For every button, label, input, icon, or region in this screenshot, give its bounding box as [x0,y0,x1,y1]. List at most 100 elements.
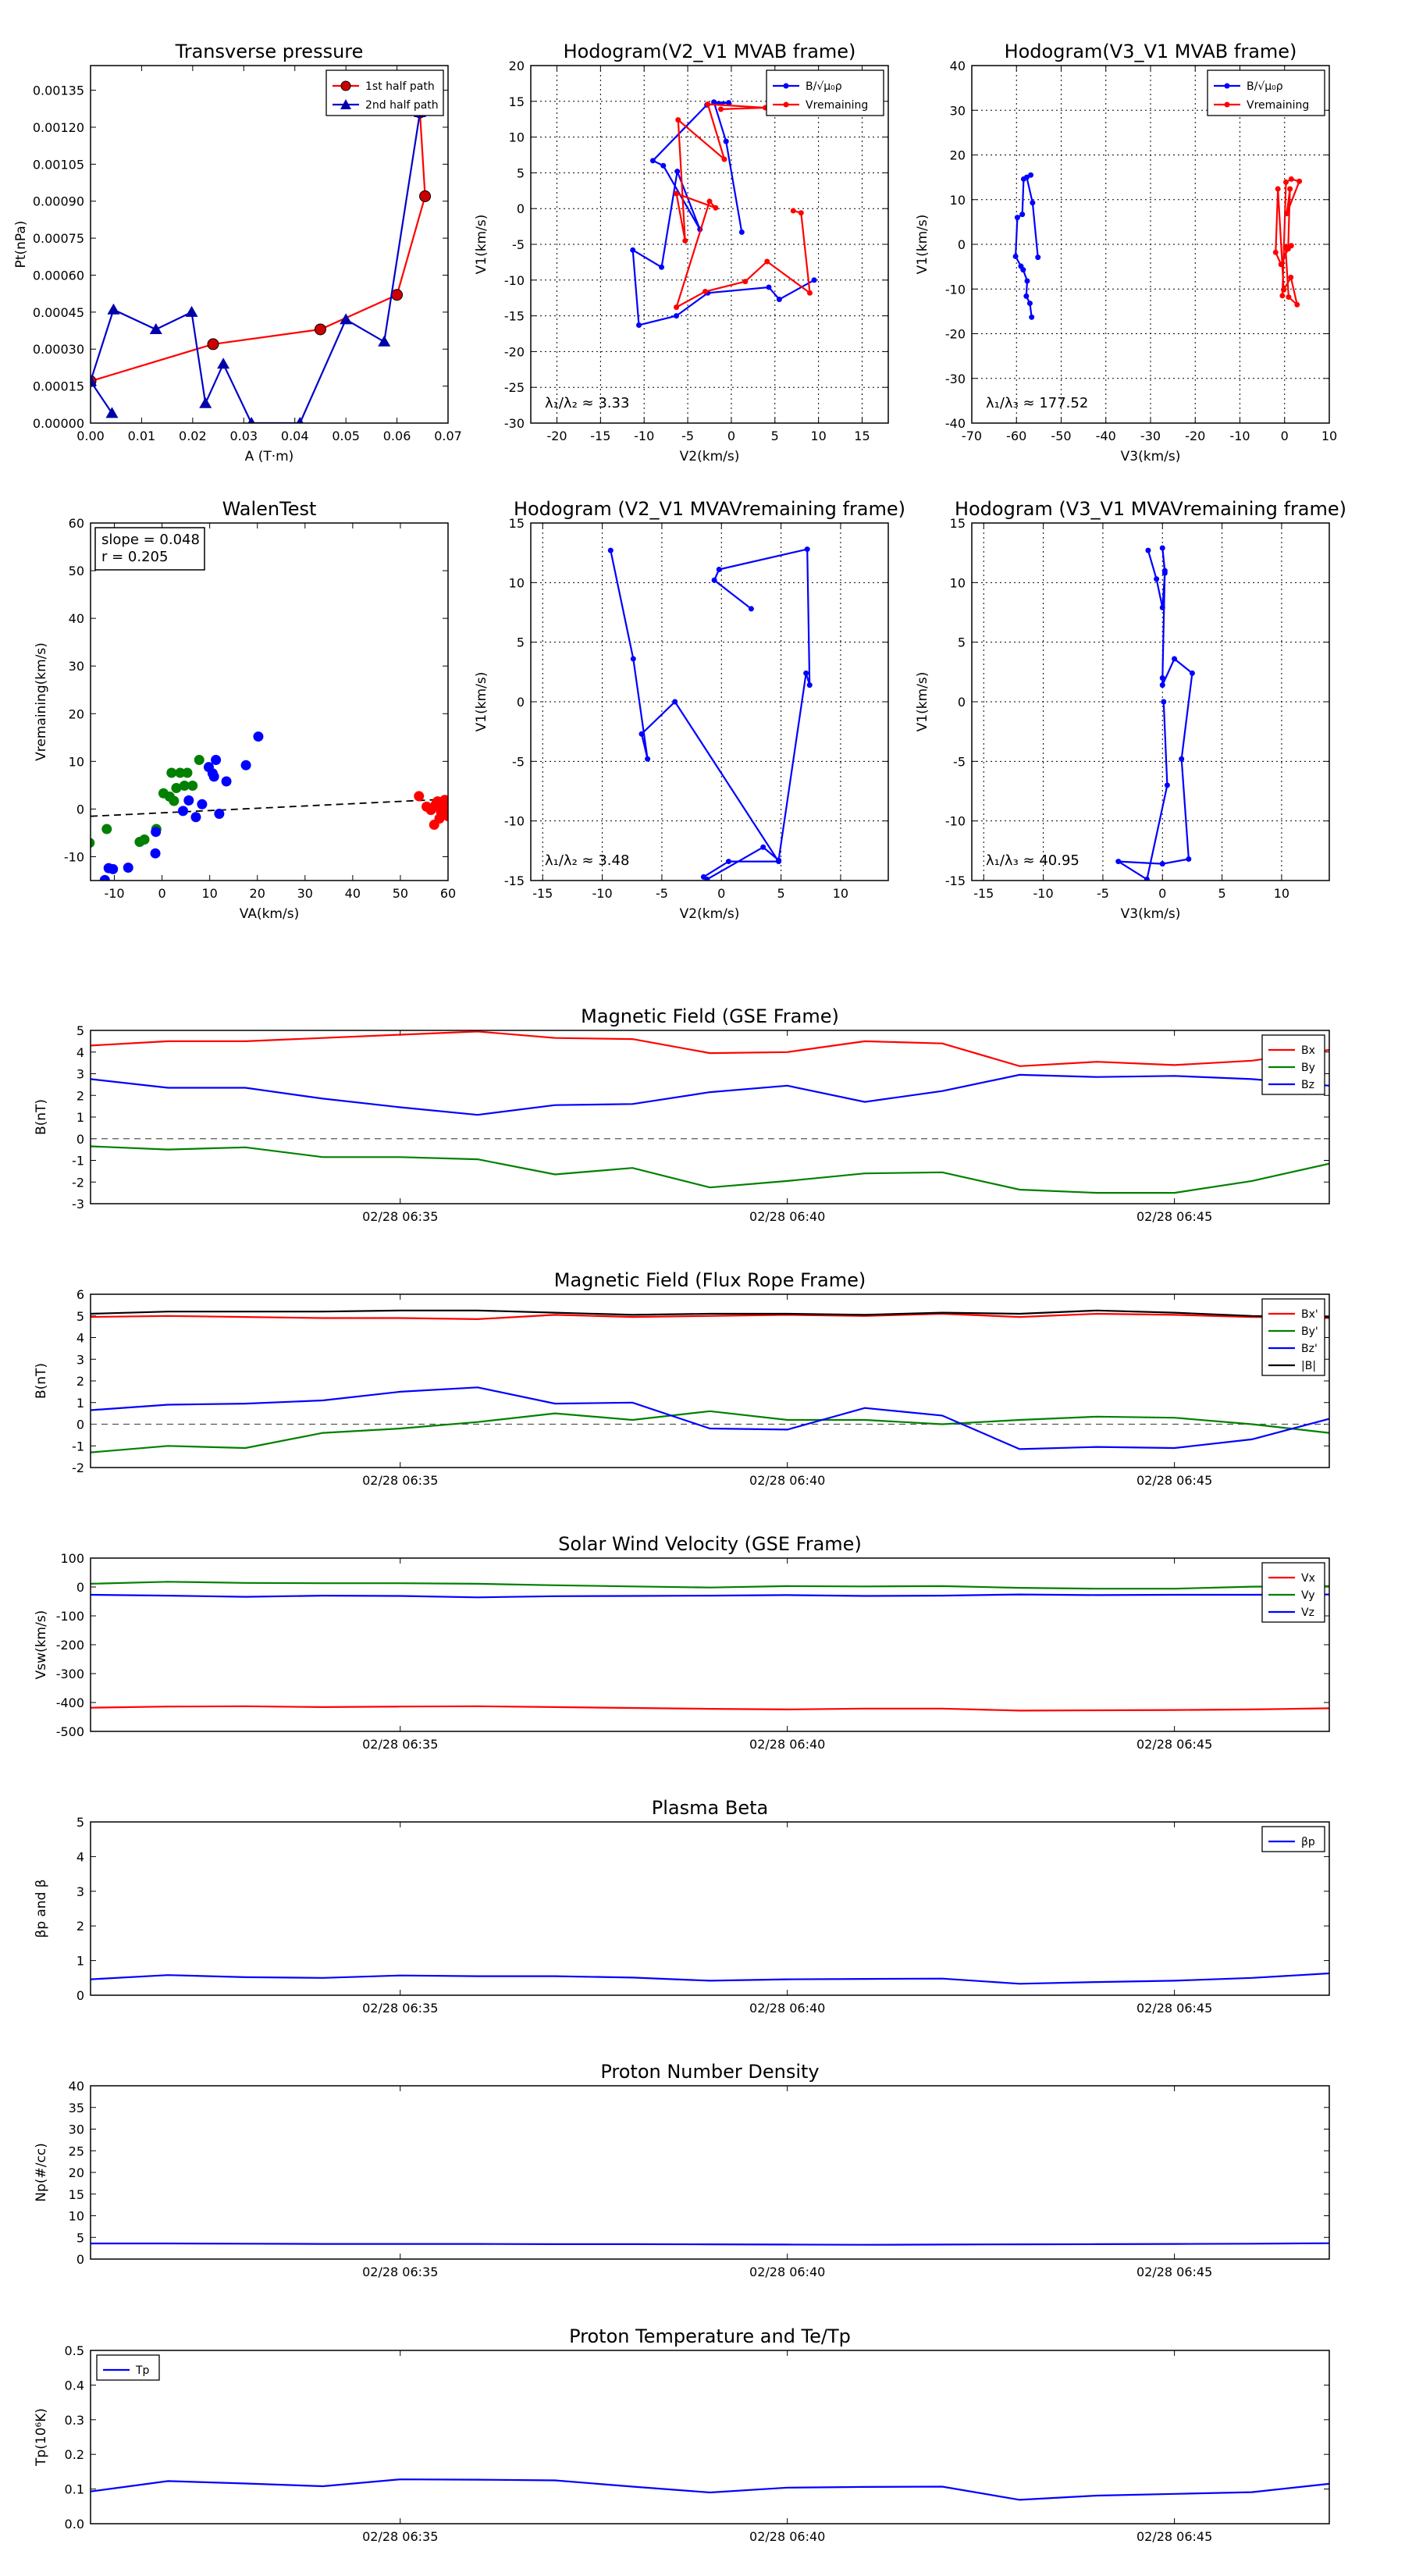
chart-p10: Plasma Beta 02/28 06:35 02/28 06:40 02/28 0… [34,1797,1330,2016]
data-marker [1028,172,1034,178]
x-tick-label: -40 [1096,429,1116,443]
y-tick-label: 10 [69,754,84,769]
legend-box [1261,1826,1325,1852]
y-tick-label: -100 [56,1609,84,1624]
chart-p1: Transverse pressure 0.00 0.01 0.02 0.03 0.04 0… [13,41,462,464]
y-tick-label: -40 [945,416,966,431]
legend-label: B/√μ₀ρ [806,80,842,93]
chart-p8: Magnetic Field (Flux Rope Frame) 02/28 06… [34,1269,1330,1488]
axes-frame [971,522,1330,881]
legend-label: |B| [1301,1360,1316,1372]
data-marker [1023,293,1030,299]
data-marker [674,304,680,311]
data-marker [1272,249,1279,255]
data-marker [217,358,230,369]
data-marker [1288,243,1294,249]
legend-label: B/√μ₀ρ [1247,80,1283,93]
y-tick-label: 0.00015 [33,379,84,394]
y-tick-label: 5 [517,165,525,180]
legend: Tp [96,2354,160,2381]
data-marker [660,162,667,169]
y-tick-label: 6 [76,1287,84,1302]
data-marker [806,682,813,688]
chart-p7: Magnetic Field (GSE Frame) 02/28 06:35 02/… [34,1005,1330,1224]
y-tick-label: 40 [69,611,84,626]
y-tick-label: -15 [504,309,525,324]
y-tick-label: -1 [72,1439,84,1453]
data-marker [1161,699,1167,705]
data-marker [1288,176,1294,182]
scatter-point [197,799,208,809]
data-marker [199,397,212,408]
chart-title: Proton Number Density [600,2061,819,2083]
data-marker [1281,286,1287,293]
x-tick-label: 0 [1281,429,1289,443]
axes-frame [971,65,1330,424]
x-tick-label: 30 [297,886,313,901]
x-tick-label: 0 [158,886,166,901]
y-tick-label: 0 [76,1988,84,2003]
y-tick-label: 15 [509,516,525,531]
data-marker [1279,293,1286,299]
x-axis-label: V2(km/s) [680,906,740,922]
legend-marker [783,83,789,89]
data-marker [806,290,813,296]
x-tick-label: 10 [201,886,217,901]
x-tick-label: 02/28 06:45 [1136,2529,1212,2544]
y-tick-label: -5 [512,754,525,769]
series-line [91,112,422,423]
data-marker [674,313,680,319]
chart-p2: Hodogram(V2_V1 MVAB frame) -20 -15 -10 -5 0 5 1… [474,41,889,464]
data-marker [105,407,119,418]
y-tick-label: -20 [945,327,966,342]
series-line [91,1145,1329,1194]
stats-box [94,527,205,571]
legend-marker [1224,101,1230,108]
y-tick-label: -25 [504,380,525,395]
data-marker [630,656,636,662]
chart-p11: Proton Number Density 02/28 06:35 02/28 06… [34,2061,1330,2279]
legend-label: Vx [1301,1572,1315,1585]
data-marker [1115,859,1122,865]
y-tick-label: 30 [950,103,966,118]
series-line [610,548,811,881]
series-line [91,1593,1329,1599]
x-tick-label: -15 [973,886,994,901]
legend-marker [783,101,789,108]
plot-area [1115,545,1195,881]
y-tick-label: 5 [76,1815,84,1830]
y-tick-label: 0 [76,2252,84,2267]
legend-label: 1st half path [365,80,435,93]
scatter-point [183,795,194,806]
data-marker [804,546,810,553]
chart-title: Hodogram(V2_V1 MVAB frame) [564,41,856,62]
data-marker [1282,244,1289,250]
y-tick-label: 0 [517,201,525,216]
y-tick-label: -5 [512,237,525,252]
data-marker [672,699,678,705]
scatter-point [179,780,190,791]
legend: Bx' By' Bz' |B| [1261,1298,1325,1376]
x-tick-label: -20 [1185,429,1205,443]
data-marker [645,756,651,762]
series-line [91,1030,1329,1067]
y-tick-label: 60 [69,516,84,531]
x-tick-label: 5 [777,886,785,901]
y-tick-label: 0 [958,237,966,252]
chart-title: Magnetic Field (Flux Rope Frame) [554,1269,866,1291]
legend-label: Bx' [1301,1308,1318,1321]
data-marker [1024,278,1030,284]
data-marker [764,258,770,265]
legend-box [1207,69,1325,116]
y-tick-label: 0.0 [65,2517,84,2532]
legend-label: Tp [135,2364,150,2377]
x-axis-label: VA(km/s) [240,906,299,922]
legend-box [1261,1298,1325,1376]
scatter-point [91,838,95,849]
x-tick-label: 02/28 06:35 [362,1473,438,1488]
data-marker [1284,210,1290,216]
data-marker [1159,545,1165,551]
y-tick-label: 20 [509,59,525,73]
y-tick-label: 5 [76,1023,84,1038]
